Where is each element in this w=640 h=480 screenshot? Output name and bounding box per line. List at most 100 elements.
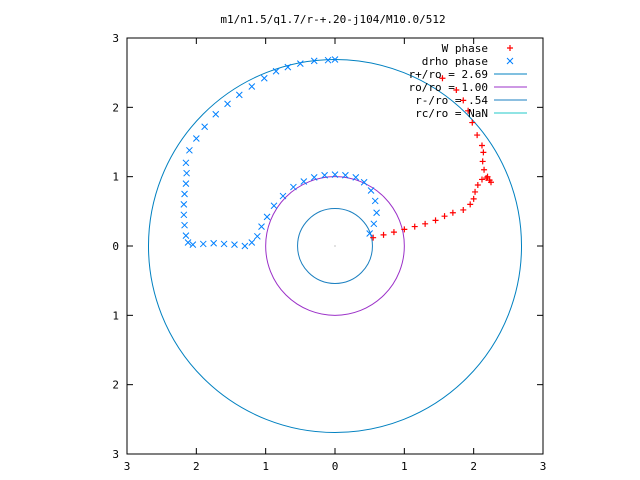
drho-phase-point: [270, 202, 278, 210]
origin-dot: [334, 245, 336, 247]
drho-phase-point: [321, 171, 328, 179]
drho-phase-point: [220, 240, 228, 248]
w-phase-point: [478, 176, 485, 183]
y-tick-label: 2: [112, 101, 119, 114]
drho-phase-point: [189, 241, 197, 248]
w-phase-point: [449, 209, 456, 216]
drho-phase-point: [371, 197, 379, 205]
drho-phase-point: [310, 174, 318, 181]
drho-phase-point: [248, 239, 256, 246]
legend-cross-swatch: [506, 57, 514, 65]
drho-phase-point: [184, 239, 192, 246]
y-tick-label: 2: [112, 379, 119, 392]
drho-phase-point: [180, 201, 188, 208]
legend-plus-swatch: [507, 45, 513, 51]
w-phase-point: [422, 220, 429, 227]
drho-phase-point: [192, 135, 200, 142]
drho-phase-point: [373, 209, 380, 217]
w-phase-point: [411, 223, 418, 230]
legend-label: ro/ro = 1.00: [409, 81, 488, 94]
w-phase-point: [483, 175, 490, 182]
w-phase-point: [441, 213, 448, 220]
w-phase-point: [380, 231, 387, 238]
w-phase-point: [432, 217, 439, 224]
drho-phase-point: [235, 91, 243, 99]
w-phase-point: [460, 97, 467, 104]
drho-phase-point: [279, 192, 287, 200]
drho-phase-point: [181, 190, 188, 198]
drho-phase-point: [284, 63, 292, 71]
w-phase-point: [467, 201, 474, 208]
legend-label: rc/ro = NaN: [415, 107, 488, 120]
w-phase-point: [390, 229, 397, 236]
drho-phase-point: [180, 211, 188, 219]
x-tick-label: 1: [401, 460, 408, 473]
y-tick-label: 1: [112, 171, 119, 184]
x-tick-label: 0: [332, 460, 339, 473]
w-phase-point: [439, 75, 446, 82]
w-phase-point: [472, 188, 479, 195]
reference-circle: [297, 208, 373, 284]
y-tick-label: 0: [112, 240, 119, 253]
drho-phase-point: [182, 232, 190, 239]
x-tick-label: 3: [124, 460, 131, 473]
w-phase-point: [488, 179, 494, 186]
w-phase-point: [474, 132, 481, 139]
legend-label: W phase: [442, 42, 488, 55]
w-phase-point: [469, 119, 476, 126]
w-phase-point: [401, 226, 408, 233]
drho-phase-point: [366, 230, 374, 237]
x-tick-label: 2: [193, 460, 200, 473]
drho-phase-point: [182, 159, 190, 167]
drho-phase-point: [182, 180, 190, 187]
drho-phase-point: [210, 239, 218, 247]
drho-phase-point: [290, 183, 297, 191]
drho-phase-point: [260, 74, 268, 82]
data-series: [180, 56, 494, 250]
drho-phase-point: [331, 171, 339, 178]
drho-phase-point: [183, 169, 190, 177]
drho-phase-point: [231, 241, 238, 248]
w-phase-point: [474, 181, 481, 188]
w-phase-point: [481, 166, 488, 173]
drho-phase-point: [272, 67, 280, 75]
reference-circle: [265, 176, 405, 316]
w-phase-point: [465, 107, 472, 114]
legend-label: r+/ro = 2.69: [409, 68, 488, 81]
x-tick-label: 3: [540, 460, 547, 473]
drho-phase-point: [253, 232, 261, 240]
x-tick-label: 2: [470, 460, 477, 473]
w-phase-point: [478, 142, 485, 149]
drho-phase-point: [224, 100, 231, 108]
y-tick-label: 3: [112, 448, 119, 461]
w-phase-point: [480, 149, 487, 156]
drho-phase-point: [181, 221, 188, 229]
drho-phase-point: [360, 178, 368, 186]
drho-phase-point: [331, 56, 339, 63]
legend-label: drho phase: [422, 55, 488, 68]
drho-phase-point: [212, 110, 220, 118]
drho-phase-point: [258, 223, 265, 230]
legend-label: r-/ro = .54: [415, 94, 488, 107]
drho-phase-point: [367, 187, 375, 194]
drho-phase-point: [300, 178, 308, 185]
chart-title: m1/n1.5/q1.7/r-+.20-j104/M10.0/512: [220, 13, 445, 26]
drho-phase-point: [241, 242, 249, 250]
drho-phase-point: [324, 56, 332, 64]
x-tick-label: 1: [262, 460, 269, 473]
drho-phase-point: [352, 174, 360, 181]
drho-phase-point: [199, 240, 207, 248]
w-phase-point: [453, 87, 460, 93]
w-phase-point: [479, 158, 486, 165]
w-phase-point: [460, 206, 467, 213]
drho-phase-point: [342, 171, 349, 179]
drho-phase-point: [310, 57, 318, 65]
w-phase-point: [370, 234, 377, 241]
drho-phase-point: [186, 146, 193, 154]
drho-phase-point: [248, 83, 256, 90]
y-tick-label: 3: [112, 32, 119, 45]
y-tick-label: 1: [112, 309, 119, 322]
